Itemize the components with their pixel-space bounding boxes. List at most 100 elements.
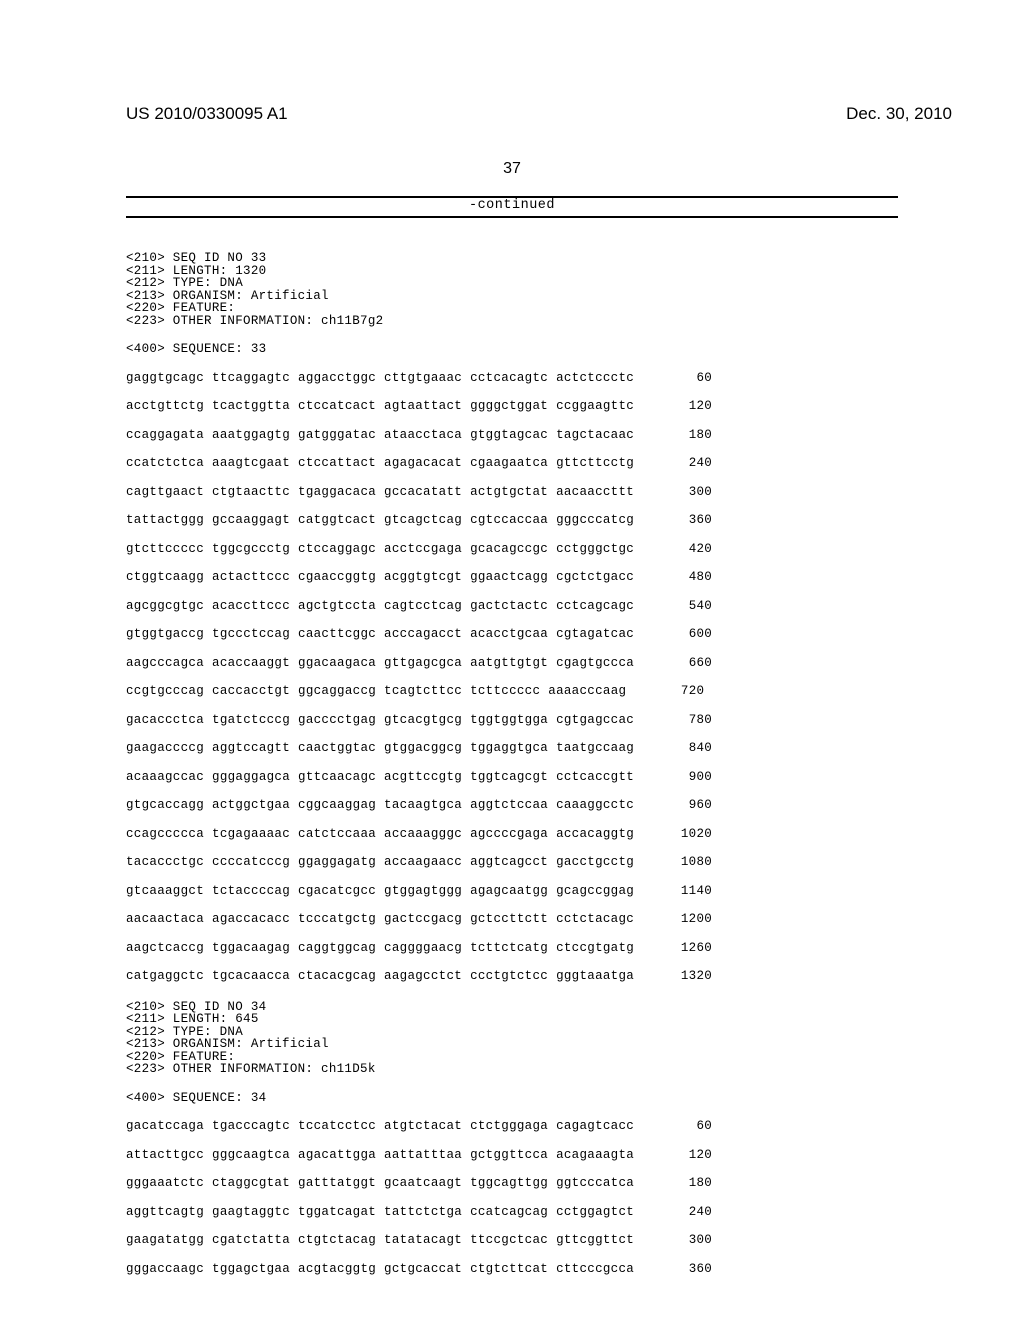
sequence-blocks: gaagatatggcgatctattactgtctacagtatatacagt… (126, 1234, 634, 1247)
sequence-position: 900 (662, 771, 712, 784)
sequence-block: actacttccc (212, 571, 290, 584)
sequence-block: acccagacct (384, 628, 462, 641)
sequence-block: acgttccgtg (384, 771, 462, 784)
sequence-block: gttgagcgca (384, 657, 462, 670)
sequence-row: catgaggctctgcacaaccactacacgcagaagagcctct… (126, 970, 898, 983)
sequence-block: ggggctggat (470, 400, 548, 413)
sequence-block: aggtcagcct (470, 856, 548, 869)
sequence-block: tcagtcttcc (384, 685, 462, 698)
sequence-block: ccgtgcccag (126, 685, 204, 698)
sequence-block: tggacaagag (212, 942, 290, 955)
sequence-blocks: gtcttccccctggcgccctgctccaggagcacctccgaga… (126, 543, 634, 556)
sequence-row: aggttcagtggaagtaggtctggatcagattattctctga… (126, 1206, 898, 1219)
sequence-block: caggtggcag (298, 942, 376, 955)
sequence-row: gaagaccccgaggtccagttcaactggtacgtggacggcg… (126, 742, 898, 755)
sequence-block: gaagatatgg (126, 1234, 204, 1247)
sequence-blocks: gtcaaaggcttctaccccagcgacatcgccgtggagtggg… (126, 885, 634, 898)
sequence-row: ccagcccccatcgagaaaaccatctccaaaaccaaagggc… (126, 828, 898, 841)
sequence-position: 60 (662, 372, 712, 385)
sequence-block: gttcggttct (556, 1234, 634, 1247)
sequence-block: gaagtaggtc (212, 1206, 290, 1219)
sequence-block: gttcttcctg (556, 457, 634, 470)
sequence-block: ctgtctacag (298, 1234, 376, 1247)
sequence-block: tgcacaacca (212, 970, 290, 983)
sequence-blocks: ccagcccccatcgagaaaaccatctccaaaaccaaagggc… (126, 828, 634, 841)
sequence-block: ttccgctcac (470, 1234, 548, 1247)
sequence-block: gctgcaccat (384, 1263, 462, 1276)
sequence-block: tggcagttgg (470, 1177, 548, 1190)
sequence-block: ggtcccatca (556, 1177, 634, 1190)
sequence-position: 240 (662, 457, 712, 470)
sequence-block: ggaactcagg (470, 571, 548, 584)
sequence-block: caactggtac (298, 742, 376, 755)
sequence-block: ggaggagatg (298, 856, 376, 869)
sequence-block: caaaggcctc (556, 799, 634, 812)
sequence-block: tacaagtgca (384, 799, 462, 812)
sequence-block: aatgttgtgt (470, 657, 548, 670)
sequence-position: 1080 (662, 856, 712, 869)
sequence-block: agtaattact (384, 400, 462, 413)
sequence-blocks: ccgtgcccagcaccacctgtggcaggaccgtcagtcttcc… (126, 685, 626, 698)
sequence-block: gacaccctca (126, 714, 204, 727)
continued-label: -continued (126, 198, 898, 216)
sequence-row: ccaggagataaaatggagtggatgggatacataacctaca… (126, 429, 898, 442)
sequence-block: ctgtaacttc (212, 486, 290, 499)
sequence-block: agagcaatgg (470, 885, 548, 898)
sequence-header-line: <210> SEQ ID NO 33 (126, 252, 898, 265)
sequence-position: 1020 (662, 828, 712, 841)
sequence-block: accaaagggc (384, 828, 462, 841)
page-number: 37 (0, 124, 1024, 178)
sequence-block: agccccgaga (470, 828, 548, 841)
sequence-blocks: aagctcaccgtggacaagagcaggtggcagcaggggaacg… (126, 942, 634, 955)
sequence-blocks: tattactggggccaaggagtcatggtcactgtcagctcag… (126, 514, 634, 527)
publication-date: Dec. 30, 2010 (846, 104, 960, 124)
sequence-block: gtggacggcg (384, 742, 462, 755)
sequence-position: 840 (662, 742, 712, 755)
sequence-row: aacaactacaagaccacacctcccatgctggactccgacg… (126, 913, 898, 926)
sequence-block: aacaaccttt (556, 486, 634, 499)
sequence-block: ctctgggaga (470, 1120, 548, 1133)
sequence-block: ccatctctca (126, 457, 204, 470)
sequence-block: tggtggtgga (470, 714, 548, 727)
sequence-position: 540 (662, 600, 712, 613)
sequence-row: gtcttccccctggcgccctgctccaggagcacctccgaga… (126, 543, 898, 556)
sequence-block: catggtcact (298, 514, 376, 527)
sequence-block: tggcgccctg (212, 543, 290, 556)
sequence-block: cctgggctgc (556, 543, 634, 556)
sequence-blocks: aacaactacaagaccacacctcccatgctggactccgacg… (126, 913, 634, 926)
sequence-block: cttcccgcca (556, 1263, 634, 1276)
publication-number: US 2010/0330095 A1 (126, 104, 288, 124)
sequence-header-line: <223> OTHER INFORMATION: ch11D5k (126, 1063, 898, 1076)
sequence-block: actggctgaa (212, 799, 290, 812)
sequence-block: tggagctgaa (212, 1263, 290, 1276)
sequence-block: tgacccagtc (212, 1120, 290, 1133)
sequence-block: ttcaggagtc (212, 372, 290, 385)
sequence-blocks: ccaggagataaaatggagtggatgggatacataacctaca… (126, 429, 634, 442)
sequence-blocks: gtggtgaccgtgccctccagcaacttcggcacccagacct… (126, 628, 634, 641)
sequence-blocks: aggttcagtggaagtaggtctggatcagattattctctga… (126, 1206, 634, 1219)
sequence-blocks: gacatccagatgacccagtctccatcctccatgtctacat… (126, 1120, 634, 1133)
sequence-row: ccgtgcccagcaccacctgtggcaggaccgtcagtcttcc… (126, 685, 898, 698)
sequence-blocks: aagcccagcaacaccaaggtggacaagacagttgagcgca… (126, 657, 634, 670)
sequence-row: ccatctctcaaaagtcgaatctccattactagagacacat… (126, 457, 898, 470)
sequence-block: tcactggtta (212, 400, 290, 413)
sequence-block: gggcccatcg (556, 514, 634, 527)
sequence-position: 1320 (662, 970, 712, 983)
sequence-block: gtggtgaccg (126, 628, 204, 641)
sequence-block: ccaggagata (126, 429, 204, 442)
sequence-block: gatgggatac (298, 429, 376, 442)
sequence-block: cctggagtct (556, 1206, 634, 1219)
sequence-block: gtggtagcac (470, 429, 548, 442)
sequence-block: aggtccagtt (212, 742, 290, 755)
sequence-section: <210> SEQ ID NO 34<211> LENGTH: 645<212>… (126, 1001, 898, 1276)
sequence-block: cgaaccggtg (298, 571, 376, 584)
sequence-block: cgatctatta (212, 1234, 290, 1247)
sequence-block: gtggagtggg (384, 885, 462, 898)
sequence-tag: <400> SEQUENCE: 33 (126, 343, 898, 356)
sequence-block: tggatcagat (298, 1206, 376, 1219)
sequence-position: 660 (662, 657, 712, 670)
sequence-row: aagctcaccgtggacaagagcaggtggcagcaggggaacg… (126, 942, 898, 955)
sequence-block: gcagccggag (556, 885, 634, 898)
sequence-row: gggaccaagctggagctgaaacgtacggtggctgcaccat… (126, 1263, 898, 1276)
sequence-tag: <400> SEQUENCE: 34 (126, 1092, 898, 1105)
